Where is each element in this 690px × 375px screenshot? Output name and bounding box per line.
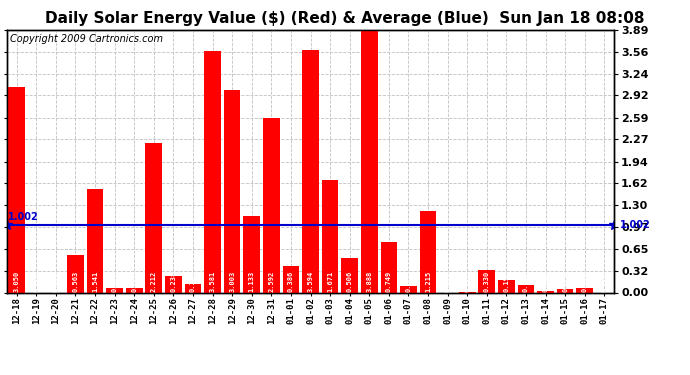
Bar	[400, 286, 417, 292]
Text: 3.003: 3.003	[229, 271, 235, 292]
Text: 1.002: 1.002	[8, 211, 39, 222]
Bar	[244, 216, 260, 292]
Bar	[106, 288, 123, 292]
Text: 0.074: 0.074	[112, 271, 117, 292]
Bar	[322, 180, 338, 292]
Text: 0.000: 0.000	[33, 271, 39, 292]
Text: 0.386: 0.386	[288, 271, 294, 292]
Text: 0.063: 0.063	[131, 271, 137, 292]
Text: 0.063: 0.063	[582, 271, 588, 292]
Text: 0.191: 0.191	[504, 271, 509, 292]
Bar	[342, 258, 358, 292]
Bar	[224, 90, 241, 292]
Text: 1.002: 1.002	[620, 220, 651, 230]
Text: 2.212: 2.212	[151, 271, 157, 292]
Text: 0.124: 0.124	[190, 271, 196, 292]
Text: 0.000: 0.000	[601, 271, 607, 292]
Bar	[538, 291, 554, 292]
Bar	[126, 288, 143, 292]
Bar	[8, 87, 25, 292]
Bar	[498, 280, 515, 292]
Bar	[576, 288, 593, 292]
Text: 3.050: 3.050	[14, 271, 20, 292]
Text: 0.003: 0.003	[464, 271, 470, 292]
Text: 0.054: 0.054	[562, 271, 568, 292]
Bar	[283, 267, 299, 292]
Text: 2.592: 2.592	[268, 271, 275, 292]
Text: 0.563: 0.563	[72, 271, 79, 292]
Text: 0.000: 0.000	[444, 271, 451, 292]
Bar	[380, 242, 397, 292]
Text: 0.506: 0.506	[346, 271, 353, 292]
Bar	[146, 143, 162, 292]
Bar	[361, 30, 377, 292]
Text: Daily Solar Energy Value ($) (Red) & Average (Blue)  Sun Jan 18 08:08: Daily Solar Energy Value ($) (Red) & Ave…	[46, 11, 644, 26]
Text: 1.215: 1.215	[425, 271, 431, 292]
Bar	[557, 289, 573, 292]
Bar	[263, 118, 279, 292]
Text: 3.581: 3.581	[210, 271, 215, 292]
Text: 0.238: 0.238	[170, 271, 177, 292]
Text: 3.888: 3.888	[366, 271, 373, 292]
Bar	[87, 189, 104, 292]
Bar	[165, 276, 181, 292]
Text: 1.133: 1.133	[248, 271, 255, 292]
Text: 0.116: 0.116	[523, 271, 529, 292]
Bar	[185, 284, 201, 292]
Bar	[518, 285, 534, 292]
Bar	[67, 255, 83, 292]
Text: 0.749: 0.749	[386, 271, 392, 292]
Text: 3.594: 3.594	[308, 271, 313, 292]
Text: 0.093: 0.093	[406, 271, 411, 292]
Text: 0.018: 0.018	[542, 271, 549, 292]
Bar	[478, 270, 495, 292]
Text: 0.000: 0.000	[53, 271, 59, 292]
Bar	[420, 210, 436, 292]
Bar	[302, 50, 319, 292]
Text: 0.330: 0.330	[484, 271, 490, 292]
Bar	[204, 51, 221, 292]
Text: Copyright 2009 Cartronics.com: Copyright 2009 Cartronics.com	[10, 34, 163, 44]
Text: 1.671: 1.671	[327, 271, 333, 292]
Text: 1.541: 1.541	[92, 271, 98, 292]
